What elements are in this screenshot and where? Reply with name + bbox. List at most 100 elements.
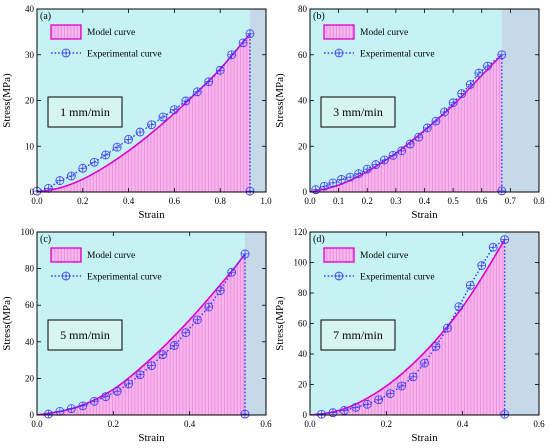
- x-tick-label: 1.0: [260, 196, 272, 206]
- x-tick-label: 0.4: [419, 196, 431, 206]
- x-axis-label: Strain: [138, 209, 165, 221]
- chart-panel-4: 0.0 0.2 0.4 0.6 0 20 40 60 80 100 120 Strain Stress(…: [274, 227, 545, 444]
- y-tick-label: 60: [25, 300, 35, 310]
- experimental-point: [362, 164, 372, 174]
- experimental-point: [101, 150, 111, 160]
- rate-box: [47, 96, 123, 128]
- x-tick-label: 0.5: [448, 196, 460, 206]
- y-tick-label: 0: [30, 410, 35, 420]
- legend-exp-label: Experimental curve: [87, 273, 162, 283]
- x-tick-label: 0.0: [304, 419, 316, 429]
- experimental-point: [454, 302, 464, 312]
- x-tick-label: 0.2: [362, 196, 373, 206]
- experimental-point: [78, 163, 88, 173]
- experimental-point: [431, 341, 441, 351]
- y-tick-label: 100: [21, 227, 35, 237]
- experimental-point: [422, 123, 432, 133]
- rate-label: 5 mm/min: [60, 328, 110, 342]
- experimental-point: [44, 409, 53, 419]
- y-tick-label: 20: [25, 373, 35, 383]
- plot-frame: [36, 231, 267, 416]
- x-tick-label: 0.8: [533, 196, 545, 206]
- y-tick-label: 40: [25, 337, 35, 347]
- experimental-point: [408, 372, 418, 382]
- y-tick-label: 40: [25, 4, 35, 14]
- experimental-point: [158, 112, 168, 122]
- x-tick-label: 0.8: [215, 196, 227, 206]
- y-tick-label: 80: [298, 288, 308, 298]
- experimental-point: [397, 146, 407, 156]
- experimental-point: [465, 80, 475, 89]
- x-tick-label: 0.2: [77, 196, 88, 206]
- x-tick-label: 0.6: [169, 196, 181, 206]
- experimental-point: [238, 38, 248, 48]
- y-tick-label: 80: [298, 4, 308, 14]
- legend-model-label: Model curve: [360, 28, 408, 38]
- y-tick-label: 20: [298, 380, 308, 390]
- experimental-point: [497, 50, 507, 60]
- y-tick-label: 60: [298, 319, 308, 329]
- experimental-point: [351, 402, 361, 412]
- experimental-point: [497, 186, 507, 196]
- model-area: [37, 33, 250, 192]
- experimental-point: [371, 160, 381, 169]
- experimental-point: [192, 87, 202, 97]
- experimental-point: [78, 401, 88, 411]
- experimental-point: [345, 172, 355, 182]
- failure-zone: [245, 232, 266, 415]
- experimental-point: [66, 171, 76, 181]
- experimental-point: [448, 98, 458, 108]
- legend: Model curve Experimental curve: [50, 24, 162, 60]
- experimental-point: [44, 183, 53, 193]
- experimental-point: [112, 386, 122, 396]
- legend-model-label: Model curve: [87, 251, 135, 261]
- legend-exp-label: Experimental curve: [87, 50, 162, 60]
- failure-zone: [501, 9, 539, 192]
- x-tick-label: 0.0: [31, 196, 43, 206]
- experimental-point: [380, 155, 389, 165]
- y-tick-label: 60: [298, 50, 308, 60]
- legend-model-swatch: [50, 247, 82, 263]
- y-axis-label: Stress(MPa): [274, 296, 286, 351]
- experimental-point: [66, 404, 76, 414]
- failure-zone: [249, 9, 266, 192]
- rate-label: 3 mm/min: [333, 105, 383, 119]
- legend-model-swatch: [50, 24, 82, 40]
- experimental-point: [328, 178, 338, 188]
- experimental-point: [420, 358, 429, 368]
- experimental-point: [169, 105, 179, 115]
- experimental-point: [89, 396, 99, 406]
- experimental-point: [328, 408, 338, 418]
- x-tick-label: 0.3: [390, 196, 402, 206]
- experimental-point: [245, 186, 255, 196]
- legend-model-label: Model curve: [360, 251, 408, 261]
- y-axis-label: Stress(MPa): [1, 296, 13, 351]
- experimental-point: [55, 406, 65, 416]
- experimental-point: [477, 261, 487, 270]
- legend-model-label: Model curve: [87, 28, 135, 38]
- experimental-point: [388, 150, 398, 160]
- experimental-point: [474, 68, 484, 78]
- experimental-point: [135, 370, 145, 380]
- experimental-point: [227, 50, 237, 60]
- x-tick-label: 0.4: [184, 419, 196, 429]
- panel-label: (d): [313, 234, 325, 245]
- experimental-curve-line: [321, 238, 506, 415]
- experimental-point: [147, 120, 156, 130]
- y-tick-label: 40: [298, 96, 308, 106]
- experimental-point: [181, 96, 191, 106]
- failure-zone: [504, 232, 539, 415]
- y-tick-label: 80: [25, 264, 35, 274]
- experimental-point: [465, 280, 475, 290]
- experimental-point: [457, 89, 467, 99]
- x-tick-label: 0.2: [108, 419, 119, 429]
- y-tick-label: 20: [298, 141, 308, 151]
- x-tick-label: 0.7: [505, 196, 517, 206]
- rate-box: [47, 319, 123, 351]
- x-tick-label: 0.2: [381, 419, 392, 429]
- experimental-point: [362, 399, 372, 409]
- panel-label: (a): [40, 11, 51, 22]
- experimental-point: [147, 361, 156, 370]
- experimental-point: [431, 116, 441, 126]
- experimental-point: [245, 29, 255, 39]
